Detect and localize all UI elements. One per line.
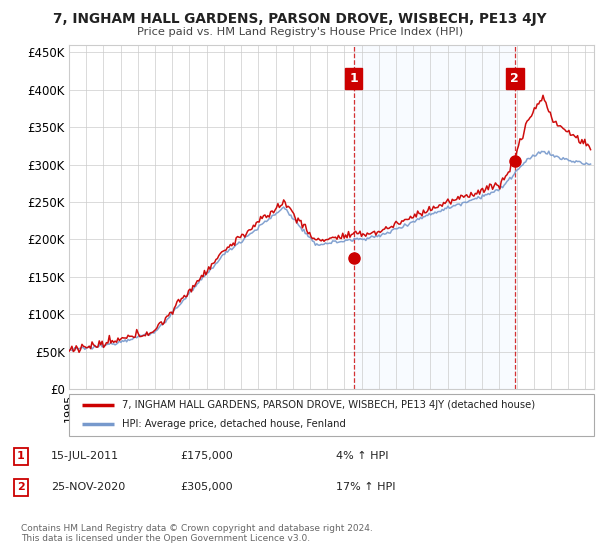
Text: £305,000: £305,000 [180,482,233,492]
Text: 1: 1 [349,72,358,85]
Text: Contains HM Land Registry data © Crown copyright and database right 2024.
This d: Contains HM Land Registry data © Crown c… [21,524,373,543]
Text: 17% ↑ HPI: 17% ↑ HPI [336,482,395,492]
Text: HPI: Average price, detached house, Fenland: HPI: Average price, detached house, Fenl… [121,419,346,430]
Text: 25-NOV-2020: 25-NOV-2020 [51,482,125,492]
Bar [354,45,515,389]
Text: 4% ↑ HPI: 4% ↑ HPI [336,451,389,461]
Text: Price paid vs. HM Land Registry's House Price Index (HPI): Price paid vs. HM Land Registry's House … [137,27,463,37]
Text: 7, INGHAM HALL GARDENS, PARSON DROVE, WISBECH, PE13 4JY (detached house): 7, INGHAM HALL GARDENS, PARSON DROVE, WI… [121,400,535,410]
Text: 7, INGHAM HALL GARDENS, PARSON DROVE, WISBECH, PE13 4JY: 7, INGHAM HALL GARDENS, PARSON DROVE, WI… [53,12,547,26]
Text: 2: 2 [17,482,25,492]
Text: £175,000: £175,000 [180,451,233,461]
Text: 2: 2 [511,72,519,85]
Text: 1: 1 [17,451,25,461]
FancyBboxPatch shape [69,394,594,436]
Text: 15-JUL-2011: 15-JUL-2011 [51,451,119,461]
